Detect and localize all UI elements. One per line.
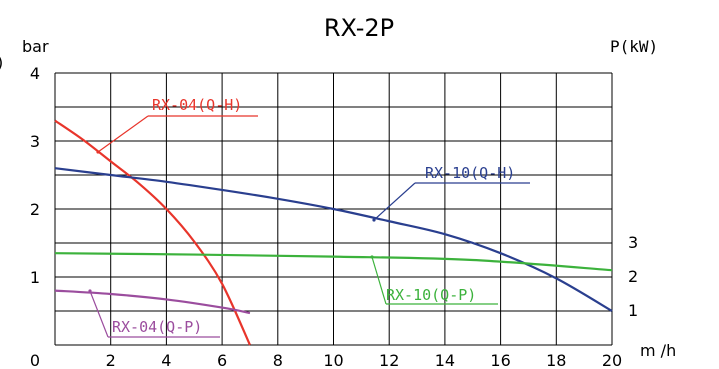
grid-lines [54,72,613,346]
leader-dot [88,289,92,293]
label-leader-line [371,256,387,305]
y2-tick-label: 2 [628,267,638,286]
curve-rx10-qp [54,252,613,272]
y2-tick-label: 1 [628,301,638,320]
x-tick-label: 2 [106,351,116,369]
x-tick-label: 14 [435,351,455,369]
label-leader-line [89,290,109,338]
x-tick-label: 20 [602,351,622,369]
y-tick-label: 1 [30,268,40,287]
x-tick-label: 10 [323,351,343,369]
y2-tick-label: 3 [628,233,638,252]
leader-dot [96,150,100,154]
x-tick-label: 12 [379,351,399,369]
label-leader-line [373,182,416,221]
y-tick-label: 2 [30,200,40,219]
x-tick-label: 0 [30,351,40,369]
label-rx10-qh: RX-10(Q-H) [425,164,515,182]
y-axis-label-right: P(kW) [610,37,658,56]
label-rx04-qp: RX-04(Q-P) [112,318,202,336]
curve-rx04-qh [54,119,251,346]
x-tick-label: 16 [490,351,510,369]
leader-dot [370,255,374,259]
label-rx10-qp: RX-10(Q-P) [386,286,476,304]
x-tick-label: 18 [546,351,566,369]
x-axis-label: m /h [640,341,676,360]
left-edge-fragment: ) [0,53,3,72]
curve-rx04-qp [54,289,251,315]
y-axis-label-left: bar [22,37,49,56]
label-leader-line [97,115,149,153]
label-leaders: RX-04(Q-H) RX-10(Q-H) RX-10(Q-P) RX-04(Q-P) [88,96,530,338]
leader-dot [372,218,376,222]
chart-title: RX-2P [324,14,394,42]
label-rx04-qh: RX-04(Q-H) [152,96,242,114]
x-tick-label: 8 [273,351,283,369]
y-tick-label: 3 [30,132,40,151]
x-tick-label: 6 [217,351,227,369]
x-tick-label: 4 [161,351,171,369]
curves [54,119,613,346]
y-tick-label: 4 [30,64,40,83]
